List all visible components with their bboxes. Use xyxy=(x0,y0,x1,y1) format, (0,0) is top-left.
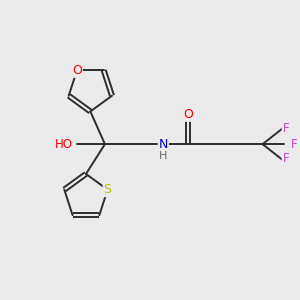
Text: HO: HO xyxy=(55,138,73,151)
Text: S: S xyxy=(103,183,112,196)
Text: O: O xyxy=(183,108,193,121)
Text: F: F xyxy=(291,138,298,151)
Text: F: F xyxy=(283,152,289,165)
Text: F: F xyxy=(283,122,289,135)
Text: O: O xyxy=(72,64,82,77)
Text: N: N xyxy=(159,138,168,151)
Text: H: H xyxy=(159,152,167,161)
